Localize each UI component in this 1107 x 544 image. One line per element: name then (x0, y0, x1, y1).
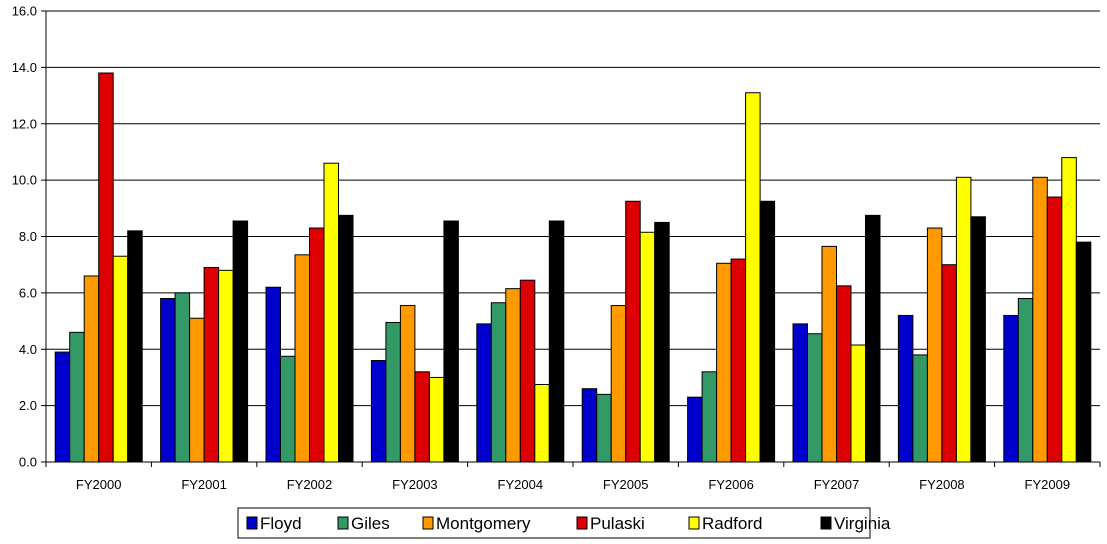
legend-swatch-giles (337, 516, 349, 530)
bar-giles-fy2000 (69, 331, 85, 463)
bar-radford-fy2001 (218, 269, 234, 463)
bar-montgomery-fy2003 (399, 305, 416, 463)
bar-floyd-fy2004 (476, 323, 492, 463)
bar-giles-fy2007 (807, 333, 823, 463)
y-tick-label: 16.0 (12, 4, 37, 19)
bar-montgomery-fy2001 (189, 317, 205, 463)
bar-radford-fy2009 (1061, 157, 1077, 463)
bar-montgomery-fy2005 (610, 305, 627, 463)
bar-virginia-fy2009 (1075, 241, 1092, 463)
bar-pulaski-fy2006 (730, 258, 747, 463)
y-tick-label: 12.0 (12, 116, 37, 131)
y-tick-label: 8.0 (19, 229, 37, 244)
bar-radford-fy2008 (955, 176, 972, 463)
bar-radford-fy2000 (112, 255, 129, 463)
x-tick-label: FY2006 (708, 477, 754, 492)
y-tick-label: 2.0 (19, 398, 37, 413)
bar-virginia-fy2002 (338, 214, 354, 463)
bar-virginia-fy2006 (759, 200, 776, 463)
bar-pulaski-fy2001 (203, 267, 220, 463)
bar-montgomery-fy2002 (294, 254, 310, 463)
legend-label-virginia: Virginia (834, 514, 891, 533)
bar-giles-fy2008 (912, 354, 928, 463)
legend-label-montgomery: Montgomery (436, 514, 531, 533)
bar-montgomery-fy2008 (926, 227, 943, 463)
y-tick-label: 10.0 (12, 173, 37, 188)
bar-giles-fy2009 (1017, 298, 1034, 463)
bar-montgomery-fy2009 (1032, 176, 1048, 463)
y-tick-label: 0.0 (19, 455, 37, 470)
bar-floyd-fy2007 (792, 323, 808, 463)
x-tick-label: FY2004 (498, 477, 544, 492)
legend-swatch-floyd (246, 516, 258, 530)
bar-virginia-fy2001 (232, 220, 249, 463)
bar-radford-fy2005 (639, 231, 656, 463)
x-tick-label: FY2000 (76, 477, 122, 492)
bar-pulaski-fy2009 (1046, 196, 1063, 463)
bar-floyd-fy2001 (160, 298, 176, 463)
legend-swatch-virginia (820, 516, 832, 530)
bar-virginia-fy2000 (127, 230, 143, 463)
legend-swatch-pulaski (576, 516, 588, 530)
legend: Floyd Giles Montgomery Pulaski Radford Virgin… (237, 507, 891, 539)
bar-virginia-fy2003 (443, 220, 459, 463)
legend-label-pulaski: Pulaski (590, 514, 645, 533)
bar-radford-fy2004 (534, 383, 550, 463)
x-tick-label: FY2001 (181, 477, 227, 492)
bar-radford-fy2006 (745, 92, 761, 463)
bar-pulaski-fy2003 (414, 371, 430, 463)
x-tick-label: FY2002 (287, 477, 333, 492)
x-tick-label: FY2008 (919, 477, 965, 492)
legend-label-radford: Radford (702, 514, 762, 533)
x-tick-label: FY2003 (392, 477, 438, 492)
bar-floyd-fy2002 (265, 286, 281, 463)
bar-virginia-fy2007 (865, 214, 881, 463)
legend-label-giles: Giles (351, 514, 390, 533)
axes: 0.0 2.0 4.0 6.0 8.0 10.0 12.0 14.0 16.0 FY2000 FY2… (12, 4, 1101, 492)
bar-floyd-fy2005 (581, 388, 598, 463)
bars (54, 72, 1092, 463)
bar-virginia-fy2008 (970, 216, 986, 463)
bar-giles-fy2003 (385, 321, 401, 463)
bar-montgomery-fy2000 (83, 275, 100, 463)
bar-floyd-fy2003 (370, 360, 387, 463)
bar-pulaski-fy2002 (309, 227, 325, 463)
y-tick-label: 4.0 (19, 342, 37, 357)
bar-virginia-fy2005 (654, 221, 670, 463)
bar-pulaski-fy2005 (625, 200, 641, 463)
bar-pulaski-fy2008 (941, 264, 957, 463)
x-tick-label: FY2005 (603, 477, 649, 492)
bar-floyd-fy2006 (687, 396, 703, 463)
bar-montgomery-fy2004 (505, 288, 521, 463)
bar-giles-fy2005 (596, 393, 612, 463)
legend-label-floyd: Floyd (260, 514, 302, 533)
bar-giles-fy2004 (490, 302, 507, 463)
bar-pulaski-fy2007 (836, 285, 852, 463)
x-tick-label: FY2007 (814, 477, 860, 492)
bar-montgomery-fy2007 (821, 245, 837, 463)
bar-giles-fy2001 (174, 292, 191, 463)
bar-giles-fy2006 (701, 371, 718, 463)
bar-radford-fy2003 (428, 376, 445, 463)
legend-swatch-radford (688, 516, 700, 530)
x-tick-label: FY2009 (1025, 477, 1071, 492)
y-tick-label: 14.0 (12, 60, 37, 75)
bar-floyd-fy2009 (1003, 314, 1019, 463)
bar-virginia-fy2004 (548, 220, 565, 463)
bar-montgomery-fy2006 (716, 262, 732, 463)
y-tick-label: 6.0 (19, 285, 37, 300)
legend-box (237, 507, 871, 539)
bar-radford-fy2007 (850, 344, 866, 463)
bar-giles-fy2002 (280, 355, 296, 463)
bar-pulaski-fy2004 (519, 279, 536, 463)
legend-swatch-montgomery (422, 516, 434, 530)
bar-radford-fy2002 (323, 162, 339, 463)
bar-pulaski-fy2000 (98, 72, 114, 463)
bar-floyd-fy2000 (54, 351, 71, 463)
bar-floyd-fy2008 (897, 314, 914, 463)
